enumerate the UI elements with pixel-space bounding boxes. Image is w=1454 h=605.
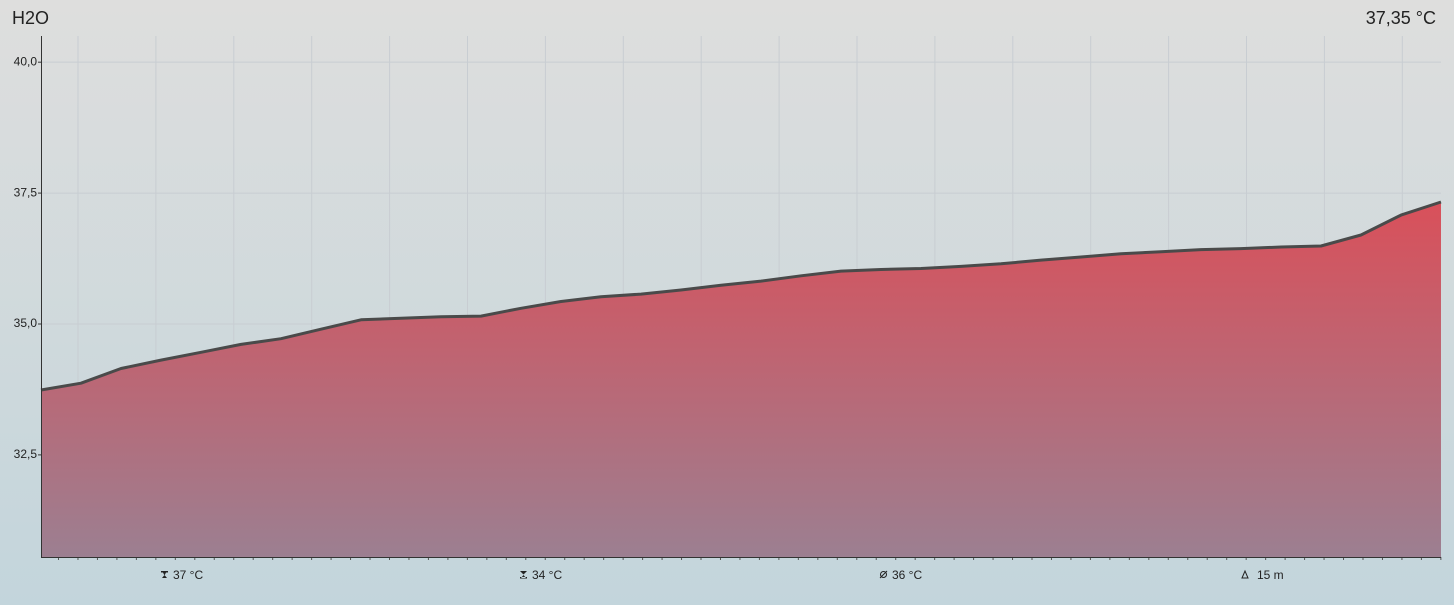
footer-icons (161, 569, 1249, 579)
min-icon (520, 571, 527, 579)
footer-stat: 34 °C (532, 568, 562, 582)
chart-title: H2O (12, 8, 49, 28)
data-line (40, 200, 1442, 392)
y-tick-label: 32,5 (14, 447, 38, 461)
area-fill (41, 202, 1441, 557)
plot (40, 200, 1442, 557)
footer-stat: 15 m (1257, 568, 1284, 582)
max-icon (161, 571, 168, 578)
y-tick-label: 37,5 (14, 185, 38, 199)
y-tick-label: 40,0 (14, 54, 38, 68)
footer-stat: 37 °C (173, 568, 203, 582)
current-value: 37,35 °C (1366, 8, 1436, 28)
avg-icon (880, 571, 887, 578)
y-tick-label: 35,0 (14, 316, 38, 330)
avg-icon-slash (879, 570, 888, 579)
footer-stat: 36 °C (892, 568, 922, 582)
delta-icon (1241, 569, 1249, 579)
